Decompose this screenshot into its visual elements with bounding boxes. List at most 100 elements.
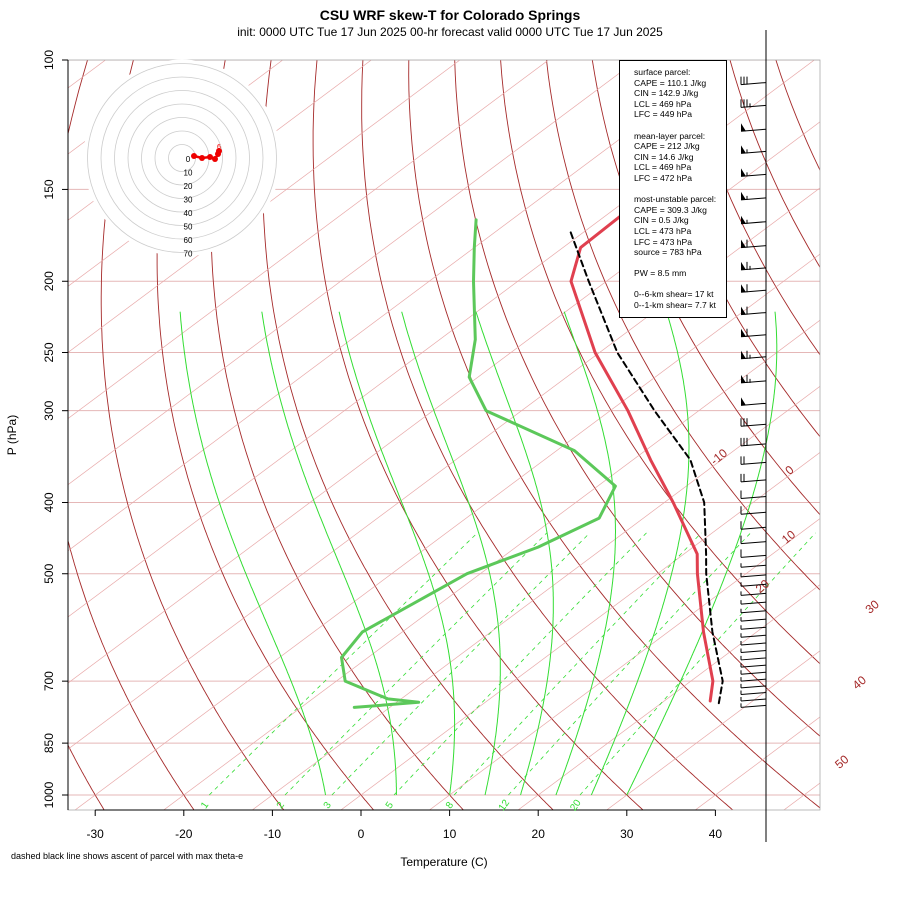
x-tick-label: 20: [532, 827, 546, 841]
hodograph: 10 20 30 40 50 60 70 0 6: [83, 59, 281, 259]
barb-flag: [741, 168, 746, 177]
barb-staff: [740, 685, 767, 689]
info-line: source = 783 hPa: [634, 247, 702, 258]
parcel-ascent-line: [568, 228, 724, 705]
y-tick-label: 700: [42, 671, 56, 691]
isotherm-line: [872, 26, 900, 810]
info-line: CAPE = 110.1 J/kg: [634, 77, 707, 88]
moist-adiabat: [401, 311, 501, 796]
dry-adiabat: [454, 60, 820, 737]
hodograph-ring-label: 30: [184, 196, 193, 205]
barb-staff: [740, 554, 767, 558]
y-tick-label: 300: [42, 400, 56, 420]
x-tick-label: -30: [87, 827, 105, 841]
barb-staff: [740, 423, 767, 427]
hodograph-point: [216, 148, 222, 154]
dry-adiabat: [312, 60, 644, 810]
hodograph-ring: [100, 76, 264, 240]
hodograph-background: [83, 59, 281, 257]
moist-adiabat: [555, 311, 616, 796]
wind-barb: [740, 284, 767, 293]
info-line: CIN = 142.9 J/kg: [634, 88, 699, 99]
barb-flag: [741, 284, 746, 293]
wind-barb: [740, 572, 767, 578]
barb-staff: [740, 664, 767, 668]
hodograph-ring: [87, 63, 277, 253]
wind-barb: [740, 670, 767, 675]
info-line: mean-layer parcel:: [634, 130, 706, 141]
barb-staff: [740, 496, 767, 499]
barb-staff: [740, 642, 767, 646]
isotherm-label: 10: [779, 527, 798, 547]
barb-staff: [740, 678, 767, 682]
wind-barb: [740, 374, 767, 384]
wind-barb: [740, 683, 767, 689]
wind-barb: [740, 261, 767, 271]
dry-adiabat: [500, 60, 820, 665]
barb-staff: [740, 601, 767, 605]
wind-barb: [740, 191, 767, 201]
y-tick-label: 1000: [42, 781, 56, 808]
barb-staff: [740, 698, 767, 702]
chart-title: CSU WRF skew-T for Colorado Springs: [319, 7, 581, 23]
wind-barb: [740, 633, 767, 638]
mixing-ratio-label: 5: [384, 800, 396, 811]
dry-adiabat: [408, 60, 820, 809]
isotherm-line: [68, 60, 638, 486]
wind-barb: [740, 99, 767, 108]
parcel-info-box: surface parcel: CAPE = 110.1 J/kg CIN = …: [619, 60, 727, 318]
mixing-ratio-label: 2: [275, 800, 287, 811]
barb-flag: [741, 374, 746, 383]
mixing-ratio-line: [579, 532, 816, 796]
barb-staff: [740, 541, 767, 545]
isotherm-line: [517, 584, 820, 810]
hodograph-point: [212, 156, 218, 162]
wind-barb: [740, 418, 767, 427]
isotherm-line: [68, 60, 727, 552]
y-tick-label: 100: [42, 50, 56, 70]
wind-barb: [740, 215, 767, 225]
isotherm-label: 50: [832, 752, 851, 772]
dry-adiabat: [591, 60, 820, 516]
wind-barb: [740, 239, 767, 249]
wind-barbs: [740, 76, 767, 708]
x-tick-label: -10: [264, 827, 282, 841]
info-line: CAPE = 212 J/kg: [634, 141, 700, 152]
mixing-ratio-labels: 1 2 3 5 8 12 20: [199, 797, 584, 813]
isotherm-label: 20: [753, 576, 772, 596]
dry-adiabat: [68, 744, 105, 810]
hodograph-ring-label: 10: [184, 169, 193, 178]
wind-barb: [740, 535, 767, 545]
barb-flag: [741, 306, 746, 315]
wind-barb: [740, 663, 767, 668]
wind-barb: [740, 591, 767, 596]
mixing-ratio-line: [508, 532, 751, 796]
isotherm-label: 30: [863, 597, 882, 617]
barb-flag: [741, 123, 746, 132]
hodograph-ring: [114, 90, 250, 226]
info-line: CAPE = 309.3 J/kg: [634, 204, 707, 215]
dry-adiabat: [68, 60, 195, 810]
info-line: LCL = 473 hPa: [634, 225, 692, 236]
wind-barb: [740, 145, 767, 154]
hodograph-point: [199, 155, 205, 161]
y-axis-label: P (hPa): [5, 414, 20, 456]
dry-adiabat: [262, 60, 554, 810]
dry-adiabat: [156, 60, 375, 810]
dry-adiabat: [861, 44, 900, 811]
barb-flag: [741, 145, 746, 154]
x-tick-label: 0: [358, 827, 365, 841]
info-line: LFC = 473 hPa: [634, 236, 693, 247]
hodograph-point: [207, 154, 213, 160]
dry-adiabats: [68, 44, 900, 811]
x-tick-label: 40: [709, 827, 723, 841]
isotherm-line: [251, 385, 820, 810]
x-tick-label: -20: [175, 827, 193, 841]
wind-barb: [740, 582, 767, 587]
barb-flag: [741, 239, 746, 248]
mixing-ratio-line: [284, 532, 548, 796]
moist-adiabat: [590, 311, 690, 796]
shear-section: 0--6-km shear= 17 kt 0--1-km shear= 7.7 …: [634, 289, 726, 310]
